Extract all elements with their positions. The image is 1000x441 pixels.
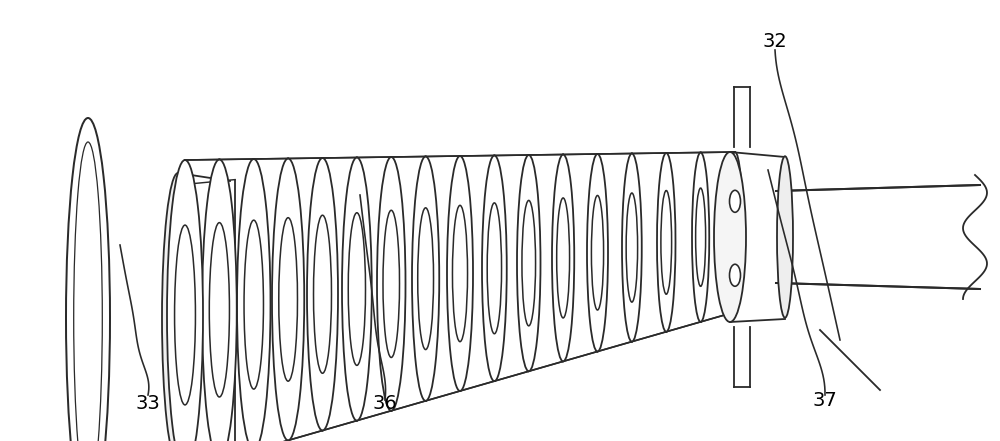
Ellipse shape [307,158,338,430]
Ellipse shape [383,210,400,358]
Ellipse shape [447,156,473,391]
Ellipse shape [730,264,740,286]
Ellipse shape [557,198,570,318]
Text: 33: 33 [136,394,160,413]
Ellipse shape [342,157,372,421]
Ellipse shape [162,173,194,441]
Text: 32: 32 [763,32,787,52]
Ellipse shape [552,154,574,361]
Ellipse shape [66,118,110,441]
Ellipse shape [517,155,540,371]
Text: 37: 37 [813,391,837,410]
Polygon shape [776,185,980,289]
Ellipse shape [657,153,676,332]
Ellipse shape [714,152,746,322]
Ellipse shape [482,156,507,381]
Ellipse shape [272,158,304,441]
Ellipse shape [591,195,604,310]
Ellipse shape [377,157,406,411]
Ellipse shape [175,225,195,405]
Ellipse shape [167,160,203,441]
Ellipse shape [522,200,536,326]
Ellipse shape [418,208,434,350]
Text: 36: 36 [373,394,397,413]
Ellipse shape [348,213,366,366]
Ellipse shape [209,223,229,397]
Ellipse shape [622,153,642,342]
Ellipse shape [692,153,709,322]
Ellipse shape [696,188,706,286]
Ellipse shape [452,206,468,342]
Ellipse shape [730,186,740,278]
Ellipse shape [487,203,502,334]
Ellipse shape [626,193,638,302]
Ellipse shape [730,191,740,212]
Ellipse shape [279,218,297,381]
Ellipse shape [237,159,270,441]
Ellipse shape [727,152,743,312]
Ellipse shape [314,215,331,373]
Ellipse shape [202,160,237,441]
Ellipse shape [412,157,439,401]
Ellipse shape [661,191,672,294]
Ellipse shape [244,220,263,389]
Ellipse shape [587,154,608,351]
Ellipse shape [777,156,793,318]
